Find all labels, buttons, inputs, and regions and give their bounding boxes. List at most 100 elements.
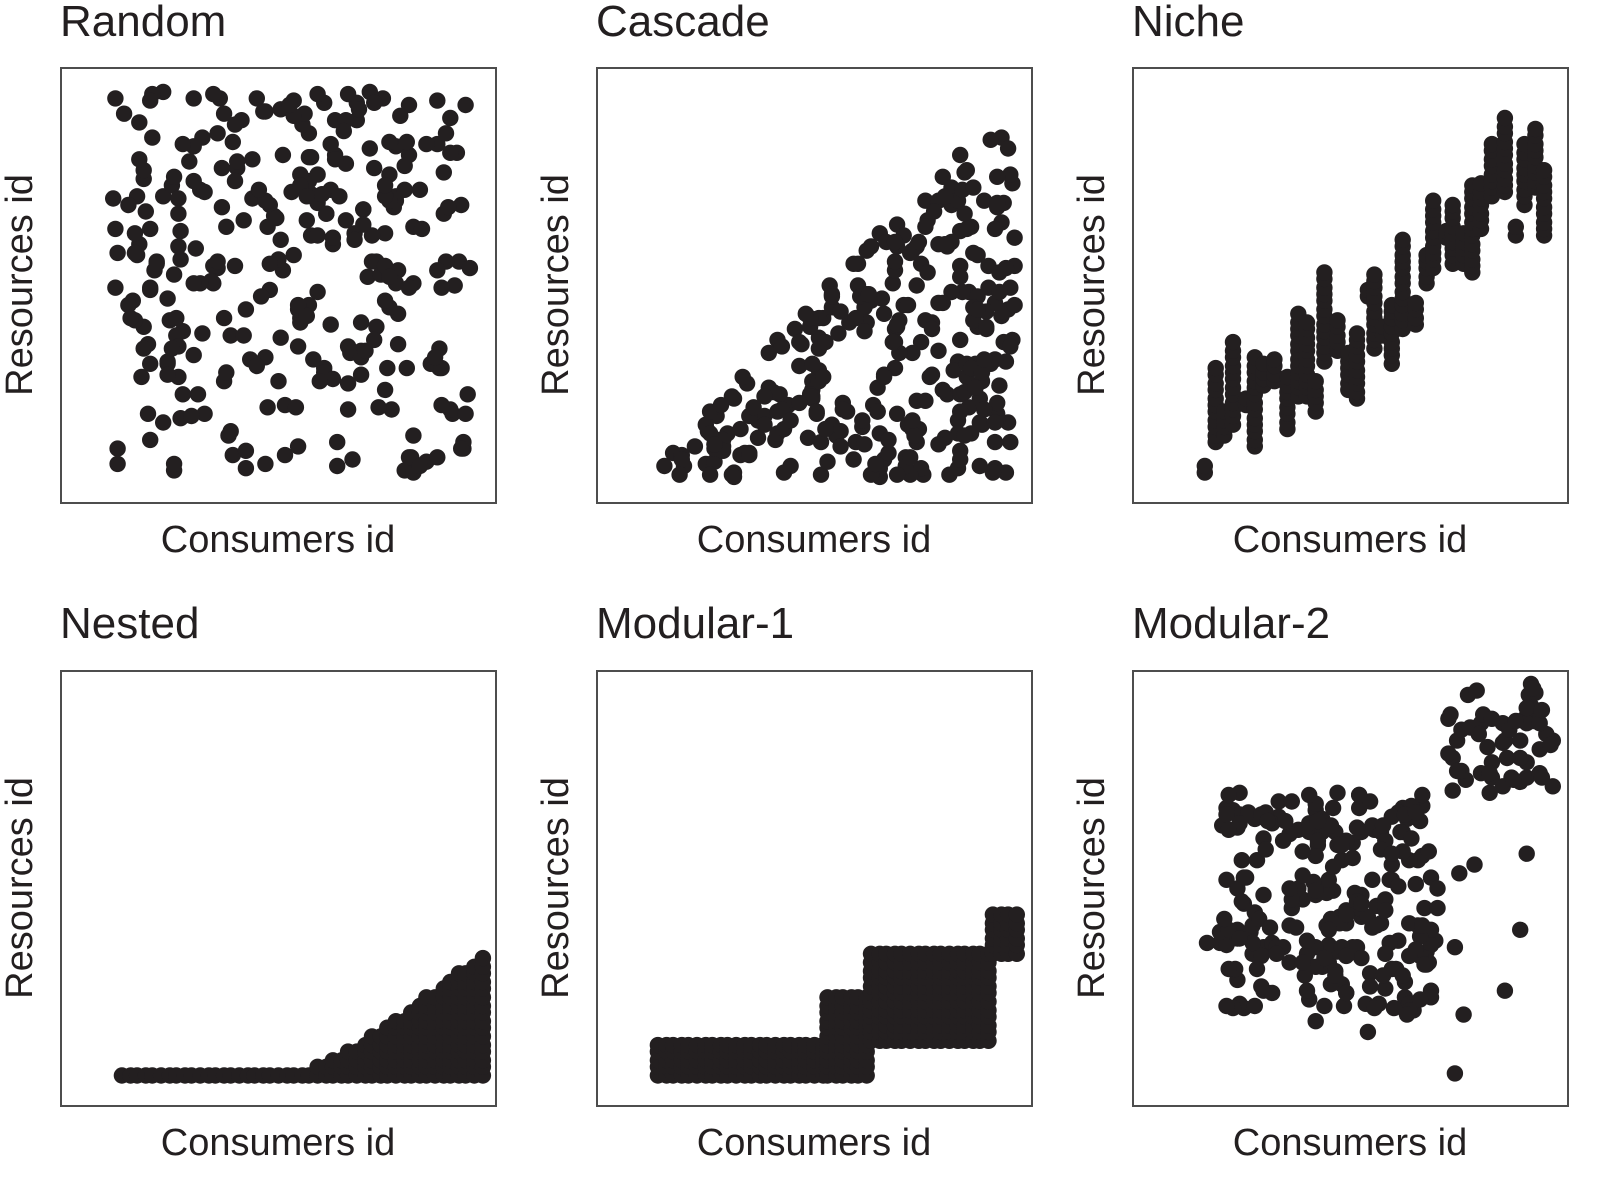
data-point <box>884 275 901 292</box>
data-point <box>832 438 849 455</box>
data-point <box>1398 1006 1416 1023</box>
scatter-points <box>1196 109 1553 481</box>
data-point <box>379 359 396 377</box>
data-point <box>1320 936 1338 954</box>
data-point <box>1316 264 1333 281</box>
data-point <box>917 218 934 235</box>
data-point <box>1298 932 1316 949</box>
data-point <box>847 309 864 327</box>
data-point <box>1338 947 1355 965</box>
data-point <box>396 157 413 175</box>
data-point <box>235 327 252 344</box>
data-point <box>313 186 331 203</box>
data-point <box>1374 967 1392 984</box>
data-point <box>309 166 326 183</box>
data-point <box>1327 967 1344 984</box>
data-point <box>1335 997 1353 1015</box>
data-point <box>791 357 808 375</box>
data-point <box>1440 745 1457 762</box>
data-point <box>352 366 370 383</box>
panel-modular-1: Modular-1 Consumers id Resources id <box>535 599 1033 1164</box>
data-point <box>209 125 226 142</box>
data-point <box>1429 899 1446 917</box>
data-point <box>1481 765 1498 782</box>
data-point <box>701 466 719 483</box>
data-point <box>366 94 383 112</box>
data-point <box>159 290 176 307</box>
data-point <box>1287 919 1305 936</box>
data-point <box>1338 906 1355 923</box>
data-point <box>1244 934 1261 952</box>
data-point <box>976 192 993 209</box>
data-point <box>832 303 849 320</box>
data-point <box>1253 947 1270 965</box>
data-point <box>1324 858 1342 875</box>
data-point <box>1518 769 1535 786</box>
data-point <box>107 90 124 107</box>
data-point <box>115 105 133 122</box>
data-point <box>812 466 830 483</box>
data-point <box>956 427 973 444</box>
y-axis-label: Resources id <box>535 174 577 396</box>
data-point <box>142 220 159 238</box>
data-point <box>155 188 172 205</box>
data-point <box>298 307 315 325</box>
data-point <box>1008 906 1025 923</box>
data-point <box>1401 947 1418 965</box>
data-point <box>1274 832 1292 849</box>
data-point <box>1366 999 1383 1017</box>
data-point <box>812 433 830 451</box>
data-point <box>363 227 381 244</box>
data-point <box>1296 967 1314 984</box>
data-point <box>131 151 148 168</box>
data-point <box>1446 1065 1464 1082</box>
data-point <box>1366 266 1383 283</box>
data-point <box>165 266 183 283</box>
data-point <box>1307 1013 1324 1030</box>
data-point <box>226 257 244 275</box>
data-point <box>1246 997 1264 1015</box>
data-point <box>131 114 148 131</box>
data-point <box>257 103 274 120</box>
plot-area <box>60 67 497 504</box>
data-point <box>1411 991 1429 1008</box>
data-point <box>958 220 975 238</box>
data-point <box>1309 812 1327 830</box>
y-axis-label: Resources id <box>0 777 41 999</box>
data-point <box>971 414 988 431</box>
data-point <box>400 279 418 296</box>
data-point <box>1298 982 1316 999</box>
data-point <box>1324 799 1342 817</box>
data-point <box>1468 682 1485 699</box>
data-point <box>958 162 975 179</box>
data-point <box>339 375 357 392</box>
data-point <box>819 453 836 470</box>
data-point <box>656 457 673 475</box>
data-point <box>324 370 342 388</box>
data-point <box>237 301 255 318</box>
data-point <box>904 412 921 429</box>
data-point <box>142 281 159 299</box>
data-point <box>165 455 183 473</box>
data-point <box>1218 806 1235 823</box>
data-point <box>442 109 459 127</box>
data-point <box>884 333 901 351</box>
data-point <box>185 275 202 292</box>
data-point <box>1361 978 1379 995</box>
data-point <box>268 209 285 227</box>
data-point <box>252 288 270 305</box>
data-point <box>823 288 841 305</box>
x-axis-label: Consumers id <box>161 519 395 561</box>
data-point <box>1294 867 1311 884</box>
data-point <box>1196 457 1214 475</box>
data-point <box>1448 762 1466 780</box>
data-point <box>120 196 137 214</box>
data-point <box>287 399 305 416</box>
data-point <box>1240 804 1257 821</box>
data-point <box>383 401 400 418</box>
data-point <box>137 203 154 220</box>
panel-title: Cascade <box>596 0 770 46</box>
data-point <box>930 342 947 359</box>
data-point <box>880 444 897 462</box>
data-point <box>1344 849 1361 867</box>
